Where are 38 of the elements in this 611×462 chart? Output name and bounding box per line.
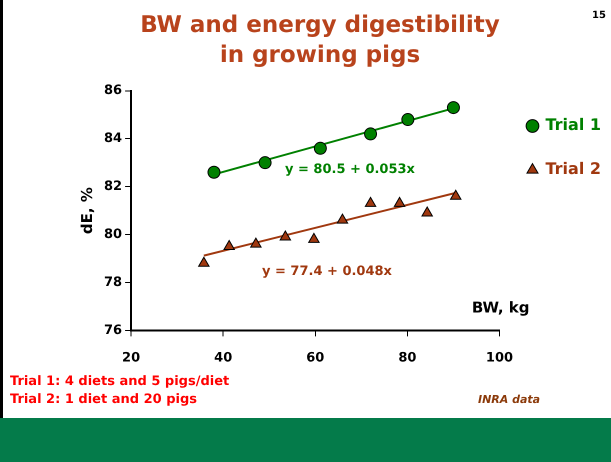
chart-title: BW and energy digestibility in growing pigs: [139, 11, 501, 70]
y-tick-label: 82: [104, 179, 122, 194]
point: [336, 214, 348, 224]
point: [394, 196, 406, 207]
point: [421, 206, 433, 216]
x-axis-title: BW, kg: [472, 298, 530, 316]
point: [250, 238, 262, 248]
y-tick-label: 86: [104, 83, 122, 98]
x-tick-label: 60: [306, 350, 324, 366]
point: [223, 240, 235, 250]
point: [280, 230, 292, 240]
x-tick-label: 80: [398, 350, 416, 366]
point: [446, 101, 460, 114]
text: INRA data: [478, 393, 540, 406]
x-tick-label: 100: [486, 350, 514, 366]
text: Trial 2: 1 diet and 20 pigs: [10, 392, 198, 407]
legend-label: Trial 2: [545, 159, 601, 178]
y-tick-label: 80: [104, 226, 122, 242]
point: [258, 156, 272, 170]
y-tick-label: 76: [104, 322, 122, 338]
y-axis-title: dE, %: [78, 187, 96, 234]
point: [401, 113, 414, 126]
annotation: y = 80.5 + 0.053x: [285, 162, 415, 177]
point: [308, 232, 320, 243]
text: 15: [592, 10, 606, 21]
point: [450, 190, 462, 200]
y-tick-label: 84: [104, 131, 122, 146]
point: [314, 142, 327, 155]
point: [364, 196, 376, 207]
text: Trial 1: 4 diets and 5 pigs/diet: [10, 374, 230, 389]
legend-label: Trial 1: [545, 115, 601, 134]
x-tick-label: 20: [122, 350, 140, 366]
y-tick-label: 78: [104, 274, 122, 290]
x-tick-label: 40: [214, 350, 232, 366]
point: [207, 166, 220, 179]
point: [198, 256, 210, 267]
point: [364, 127, 378, 140]
annotation: y = 77.4 + 0.048x: [262, 264, 392, 279]
